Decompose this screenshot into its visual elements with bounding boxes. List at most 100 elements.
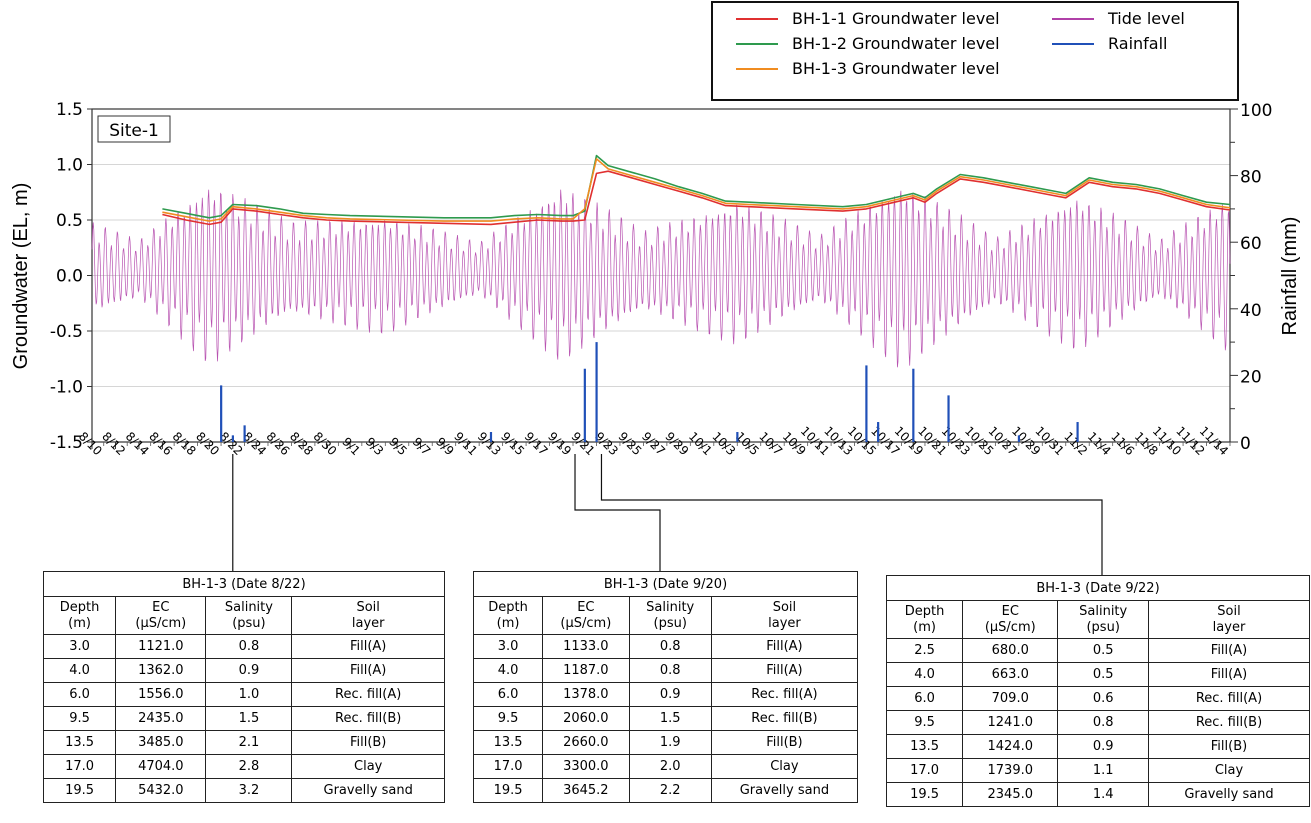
table-cell: Fill(B) (291, 730, 445, 755)
legend-label: BH-1-1 Groundwater level (792, 9, 1000, 28)
y-tick-label: -1.5 (50, 433, 83, 453)
column-header-line: Salinity (1079, 603, 1128, 619)
column-header-line: (psu) (653, 615, 687, 631)
column-header: EC (μS/cm) (962, 600, 1059, 639)
y-tick-label: 1.5 (56, 100, 83, 120)
column-header-line: (m) (496, 615, 520, 631)
column-header: EC (μS/cm) (115, 596, 207, 635)
x-tick-label: 9/5 (386, 435, 410, 459)
panel-label: Site-1 (109, 121, 159, 141)
table-cell: 0.9 (205, 658, 293, 683)
table-cell: 2.8 (205, 754, 293, 779)
legend-label: Rainfall (1108, 34, 1167, 53)
series-tide-level (91, 189, 1231, 368)
column-header-line: (m) (913, 619, 936, 635)
table-cell: 2060.0 (542, 706, 630, 731)
table-row: 4.0 1187.0 0.8 Fill(A) (472, 658, 859, 683)
table-cell: 3645.2 (542, 778, 630, 803)
table-cell: Fill(B) (1147, 734, 1311, 759)
table-cell: 1241.0 (962, 710, 1059, 735)
y2-tick-label: 40 (1240, 301, 1262, 321)
x-tick-label: 9/1 (339, 435, 363, 459)
rainfall-bar (877, 422, 880, 442)
column-header-line: EC (152, 599, 170, 615)
table-cell: 0.8 (1057, 710, 1149, 735)
table-row: 13.5 3485.0 2.1 Fill(B) (42, 730, 445, 755)
table-row: 9.5 1241.0 0.8 Rec. fill(B) (885, 710, 1311, 735)
table-cell: 0.5 (1057, 638, 1149, 663)
column-header-line: (psu) (232, 615, 266, 631)
legend-label: BH-1-3 Groundwater level (792, 59, 1000, 78)
table-cell: 1.1 (1057, 758, 1149, 783)
table-cell: 2.0 (628, 754, 712, 779)
table-row: 6.0 709.0 0.6 Rec. fill(A) (885, 686, 1311, 711)
table-cell: 13.5 (472, 730, 544, 755)
table-cell: 1133.0 (542, 634, 630, 659)
table-cell: Fill(A) (710, 634, 859, 659)
legend-label: BH-1-2 Groundwater level (792, 34, 1000, 53)
table-title: BH-1-3 (Date 9/22) (886, 575, 1310, 601)
column-header-line: (m) (68, 615, 91, 631)
table-cell: 2.1 (205, 730, 293, 755)
table-cell: 680.0 (962, 638, 1059, 663)
table-row: 19.5 2345.0 1.4 Gravelly sand (885, 782, 1311, 807)
table-cell: 1739.0 (962, 758, 1059, 783)
column-header: Depth (m) (42, 596, 117, 635)
y-axis-left: 1.5 1.0 0.5 0.0 -0.5 -1.0 -1.5 (50, 100, 92, 453)
table-cell: 19.5 (472, 778, 544, 803)
table-row: 17.0 1739.0 1.1 Clay (885, 758, 1311, 783)
table-cell: 17.0 (885, 758, 964, 783)
y-axis-right: 100 80 60 40 20 0 (1230, 101, 1272, 454)
table-cell: 0.9 (1057, 734, 1149, 759)
table-cell: 17.0 (472, 754, 544, 779)
table-cell: 9.5 (472, 706, 544, 731)
table-cell: 4.0 (472, 658, 544, 683)
table-row: 19.5 5432.0 3.2 Gravelly sand (42, 778, 445, 803)
column-header-line: layer (351, 615, 385, 631)
table-cell: Gravelly sand (1147, 782, 1311, 807)
y-axis-title-left: Groundwater (EL, m) (10, 183, 32, 370)
table-cell: 1424.0 (962, 734, 1059, 759)
rainfall-bar (947, 395, 950, 442)
table-row: 19.5 3645.2 2.2 Gravelly sand (472, 778, 859, 803)
callout-line-9-20 (574, 454, 661, 571)
callout-leaders (232, 454, 1103, 575)
table-cell: 6.0 (472, 682, 544, 707)
table-bh-1-3-date-9-20: BH-1-3 (Date 9/20) Depth (m) EC (μS/cm) Salin… (472, 571, 859, 803)
table-row: 9.5 2060.0 1.5 Rec. fill(B) (472, 706, 859, 731)
table-cell: 5432.0 (115, 778, 207, 803)
table-cell: Fill(A) (1147, 638, 1311, 663)
table-cell: Fill(A) (291, 634, 445, 659)
y-tick-label: 1.0 (56, 156, 83, 176)
series-groundwater-1 (162, 170, 1231, 226)
column-header-line: (μS/cm) (984, 619, 1036, 635)
grid-lines (92, 108, 1230, 443)
table-cell: 4704.0 (115, 754, 207, 779)
table-cell: Rec. fill(A) (291, 682, 445, 707)
table-cell: 2345.0 (962, 782, 1059, 807)
table-row: 13.5 1424.0 0.9 Fill(B) (885, 734, 1311, 759)
table-row: 13.5 2660.0 1.9 Fill(B) (472, 730, 859, 755)
rainfall-bar (736, 432, 739, 442)
column-header-line: Soil (772, 599, 797, 615)
table-row: 17.0 3300.0 2.0 Clay (472, 754, 859, 779)
rainfall-bar (912, 368, 915, 442)
table-cell: Clay (710, 754, 859, 779)
table-cell: Fill(A) (1147, 662, 1311, 687)
rainfall-bar (595, 342, 598, 442)
table-cell: 0.5 (1057, 662, 1149, 687)
table-cell: 1187.0 (542, 658, 630, 683)
table-cell: Rec. fill(B) (710, 706, 859, 731)
column-header: Salinity (psu) (628, 596, 712, 635)
table-bh-1-3-date-8-22: BH-1-3 (Date 8/22) Depth (m) EC (μS/cm) Salin… (42, 571, 445, 803)
table-cell: 1.5 (205, 706, 293, 731)
table-cell: 0.8 (205, 634, 293, 659)
table-cell: 17.0 (42, 754, 117, 779)
x-tick-label: 9/3 (363, 435, 387, 459)
y-axis-title-right: Rainfall (mm) (1279, 217, 1301, 336)
column-header-line: EC (1001, 603, 1019, 619)
column-header-line: Salinity (646, 599, 695, 615)
table-cell: 2.2 (628, 778, 712, 803)
y-tick-label: -0.5 (50, 322, 83, 342)
column-header: Depth (m) (472, 596, 544, 635)
